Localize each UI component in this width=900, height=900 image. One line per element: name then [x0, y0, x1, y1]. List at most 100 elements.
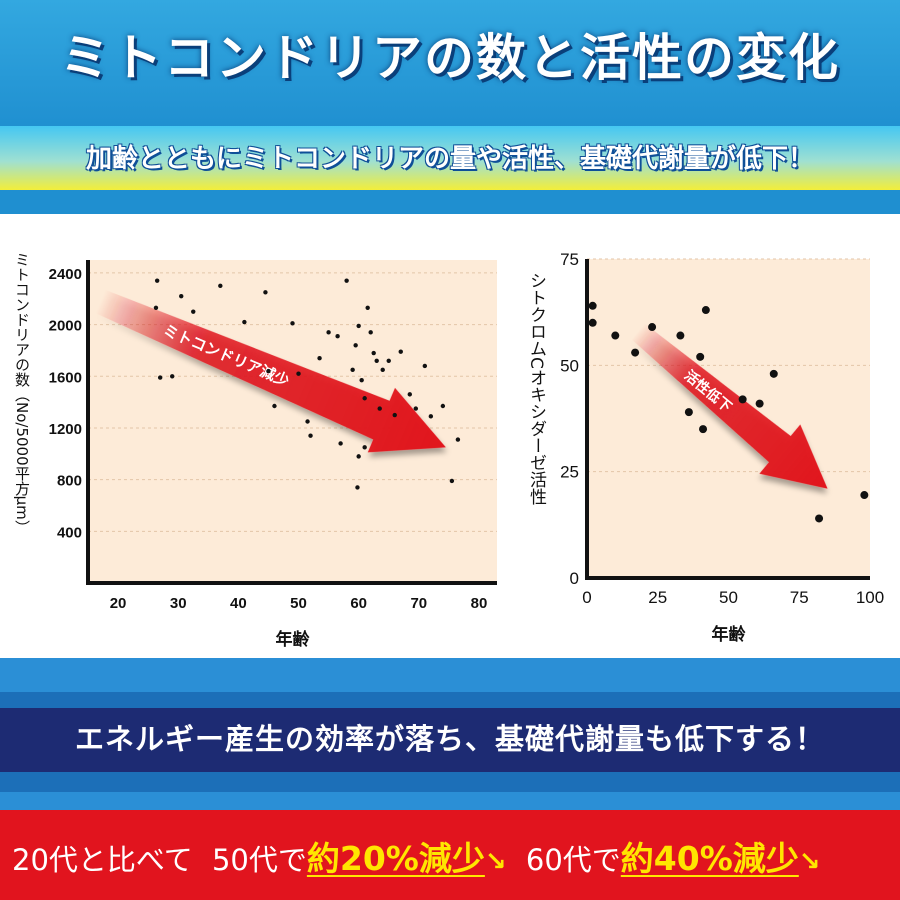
mitochondria-count-chart: 400 800 1200 1600 2000 2400 20 30 40 50 60 70 80 ミトコン… [13, 252, 497, 650]
data-point [272, 403, 277, 409]
data-point [305, 419, 310, 424]
data-point [860, 491, 869, 500]
page-title: ミトコンドリアの数と活性の変化 [60, 29, 840, 87]
data-point [218, 283, 223, 289]
data-point [684, 408, 693, 417]
data-point [296, 371, 301, 376]
data-point [338, 441, 343, 446]
data-point [371, 350, 376, 356]
data-point [365, 305, 370, 311]
data-point [696, 352, 705, 361]
x-tick-label: 40 [230, 595, 247, 612]
data-point [344, 278, 349, 283]
summary-line: 20代と比べて 50代で約20%減少↘ 60代で約40%減少↘ [12, 832, 821, 880]
data-point [191, 309, 196, 314]
data-point [353, 343, 358, 348]
x-tick-label: 60 [350, 595, 367, 612]
summary-50s-label: 50代で [211, 843, 307, 877]
data-point [154, 278, 160, 283]
data-point [374, 358, 379, 363]
summary-50s-value: 約20%減少 [306, 839, 485, 878]
data-point [455, 437, 461, 442]
y-tick-label: 2400 [49, 266, 82, 283]
data-point [359, 377, 364, 383]
data-point [290, 321, 295, 326]
data-point [179, 293, 184, 299]
data-point [588, 301, 597, 310]
data-point [326, 330, 331, 335]
data-point [170, 374, 175, 379]
data-point [407, 392, 412, 397]
data-point [769, 369, 778, 378]
y-tick-label: 400 [57, 524, 82, 541]
data-point [380, 367, 385, 373]
x-tick-label: 25 [648, 588, 667, 607]
data-point [422, 363, 428, 369]
y-tick-label: 0 [570, 569, 579, 588]
x-tick-label: 0 [582, 588, 591, 607]
data-point [428, 414, 434, 419]
data-point [738, 395, 747, 404]
data-point [611, 331, 620, 340]
x-tick-label: 30 [170, 595, 187, 612]
divider-band [0, 190, 900, 214]
y-tick-label: 800 [57, 473, 82, 490]
data-point [449, 478, 455, 484]
y-axis-title: ミトコンドリアの数（No/5000平方μm） [13, 252, 31, 535]
summary-60s-label: 60代で [525, 843, 621, 877]
y-tick-label: 25 [560, 463, 579, 482]
y-tick-label: 50 [560, 356, 579, 375]
summary-60s-value: 約40%減少 [620, 839, 799, 878]
x-tick-label: 20 [110, 595, 127, 612]
data-point [676, 331, 685, 340]
charts-area: 400 800 1200 1600 2000 2400 20 30 40 50 60 70 80 ミトコン… [13, 250, 884, 650]
down-arrow-icon: ↘ [484, 847, 507, 877]
data-point [392, 412, 397, 418]
data-point [755, 399, 764, 408]
x-tick-label: 50 [290, 595, 307, 612]
data-point [815, 514, 824, 523]
data-point [648, 323, 657, 332]
data-point [157, 375, 163, 380]
data-point [413, 406, 419, 411]
data-point [398, 349, 403, 354]
data-point [266, 368, 271, 374]
data-point [386, 358, 391, 363]
subtitle-band [0, 126, 900, 190]
x-axis-title: 年齢 [276, 629, 311, 650]
data-point [317, 355, 322, 361]
data-point [335, 334, 340, 339]
x-tick-label: 70 [410, 595, 427, 612]
data-point [362, 396, 367, 401]
y-axis-title: シトクロムCオキシダーゼ活性 [526, 272, 547, 505]
data-point [699, 425, 708, 434]
data-point [242, 319, 247, 325]
data-point [377, 406, 382, 411]
y-tick-label: 1200 [49, 421, 82, 438]
summary-band [0, 810, 900, 900]
data-point [362, 445, 367, 450]
energy-message: エネルギー産生の効率が落ち、基礎代謝量も低下する！ [74, 722, 825, 756]
trend-arrow-shape [631, 323, 828, 489]
data-point [153, 305, 159, 311]
data-point [588, 318, 597, 327]
data-point [263, 290, 268, 295]
data-point [356, 454, 361, 459]
header-band [0, 0, 900, 130]
data-point [440, 403, 446, 409]
x-tick-label: 50 [719, 588, 738, 607]
down-arrow-icon: ↘ [798, 847, 821, 877]
x-tick-label: 80 [471, 595, 488, 612]
data-point [368, 330, 373, 335]
message-band [0, 658, 900, 810]
y-tick-label: 1600 [49, 369, 82, 386]
x-tick-label: 100 [856, 588, 884, 607]
data-point [350, 367, 355, 373]
data-point [356, 323, 361, 329]
data-point [308, 433, 313, 438]
x-axis-title: 年齢 [712, 624, 747, 645]
data-point [701, 306, 710, 315]
data-point [631, 348, 640, 357]
y-tick-label: 75 [560, 250, 579, 269]
